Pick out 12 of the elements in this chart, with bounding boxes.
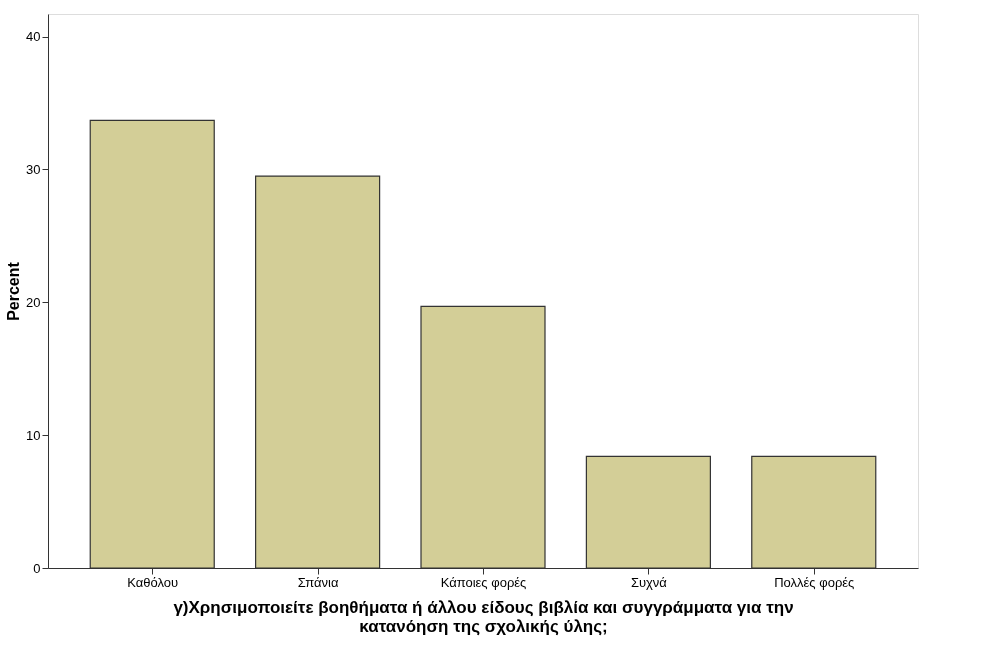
x-tick-label: Πολλές φορές xyxy=(774,574,855,590)
x-tick-label: Σπάνια xyxy=(297,574,339,590)
x-tick-label: Καθόλου xyxy=(127,574,179,590)
y-tick-label: 10 xyxy=(26,427,41,443)
x-tick-label: Συχνά xyxy=(630,574,668,590)
y-tick-label: 40 xyxy=(26,29,41,45)
x-tick-label: Κάποιες φορές xyxy=(440,574,527,590)
x-axis-title: γ)Χρησιμοποιείτε βοηθήματα ή άλλου είδους βιβλία και συγγράμματα για την κατανόηση της σχολικής ύλης; xyxy=(173,597,794,636)
y-tick-label: 0 xyxy=(33,560,41,576)
y-tick-label: 20 xyxy=(26,294,41,310)
y-axis-title: Percent xyxy=(5,261,23,321)
y-tick-label: 30 xyxy=(26,161,41,177)
